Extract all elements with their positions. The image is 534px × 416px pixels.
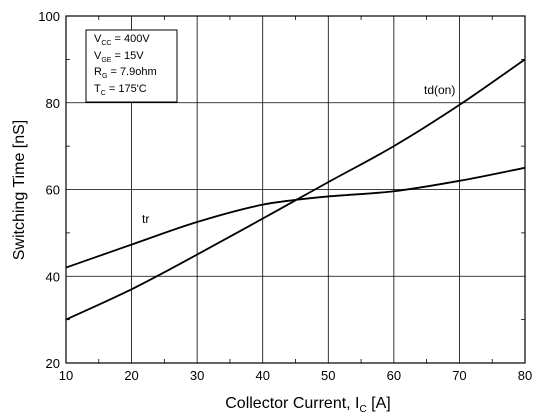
y-tick-label: 100	[38, 9, 60, 24]
conditions-legend: VCC = 400V VGE = 15V RG = 7.9ohm TC = 17…	[85, 29, 178, 103]
plot-frame	[65, 15, 526, 364]
x-tick-label: 30	[190, 368, 204, 383]
x-tick-label: 70	[452, 368, 466, 383]
series-line-1	[65, 166, 526, 269]
legend-line-rg: RG = 7.9ohm	[94, 66, 157, 80]
grid-lines	[66, 16, 525, 363]
legend-line-vcc: VCC = 400V	[94, 33, 150, 47]
legend-line-vge: VGE = 15V	[94, 50, 144, 64]
x-tick-label: 10	[59, 368, 73, 383]
series-label-td-on: td(on)	[424, 83, 455, 97]
x-tick-label: 40	[255, 368, 269, 383]
x-tick-label: 20	[124, 368, 138, 383]
y-tick-label: 40	[46, 269, 60, 284]
legend-box	[85, 29, 178, 103]
legend-line-tc: TC = 175'C	[94, 83, 147, 97]
y-tick-label: 80	[46, 96, 60, 111]
minor-ticks	[66, 16, 525, 363]
x-tick-label: 60	[387, 368, 401, 383]
y-axis-title: Switching Time [nS]	[11, 120, 28, 261]
x-tick-label: 50	[321, 368, 335, 383]
series-lines	[65, 58, 526, 321]
x-axis-title: Collector Current, IC [A]	[225, 395, 391, 415]
y-tick-label: 20	[46, 356, 60, 371]
y-tick-label: 60	[46, 183, 60, 198]
x-tick-label: 80	[518, 368, 532, 383]
series-label-tr: tr	[142, 212, 149, 226]
